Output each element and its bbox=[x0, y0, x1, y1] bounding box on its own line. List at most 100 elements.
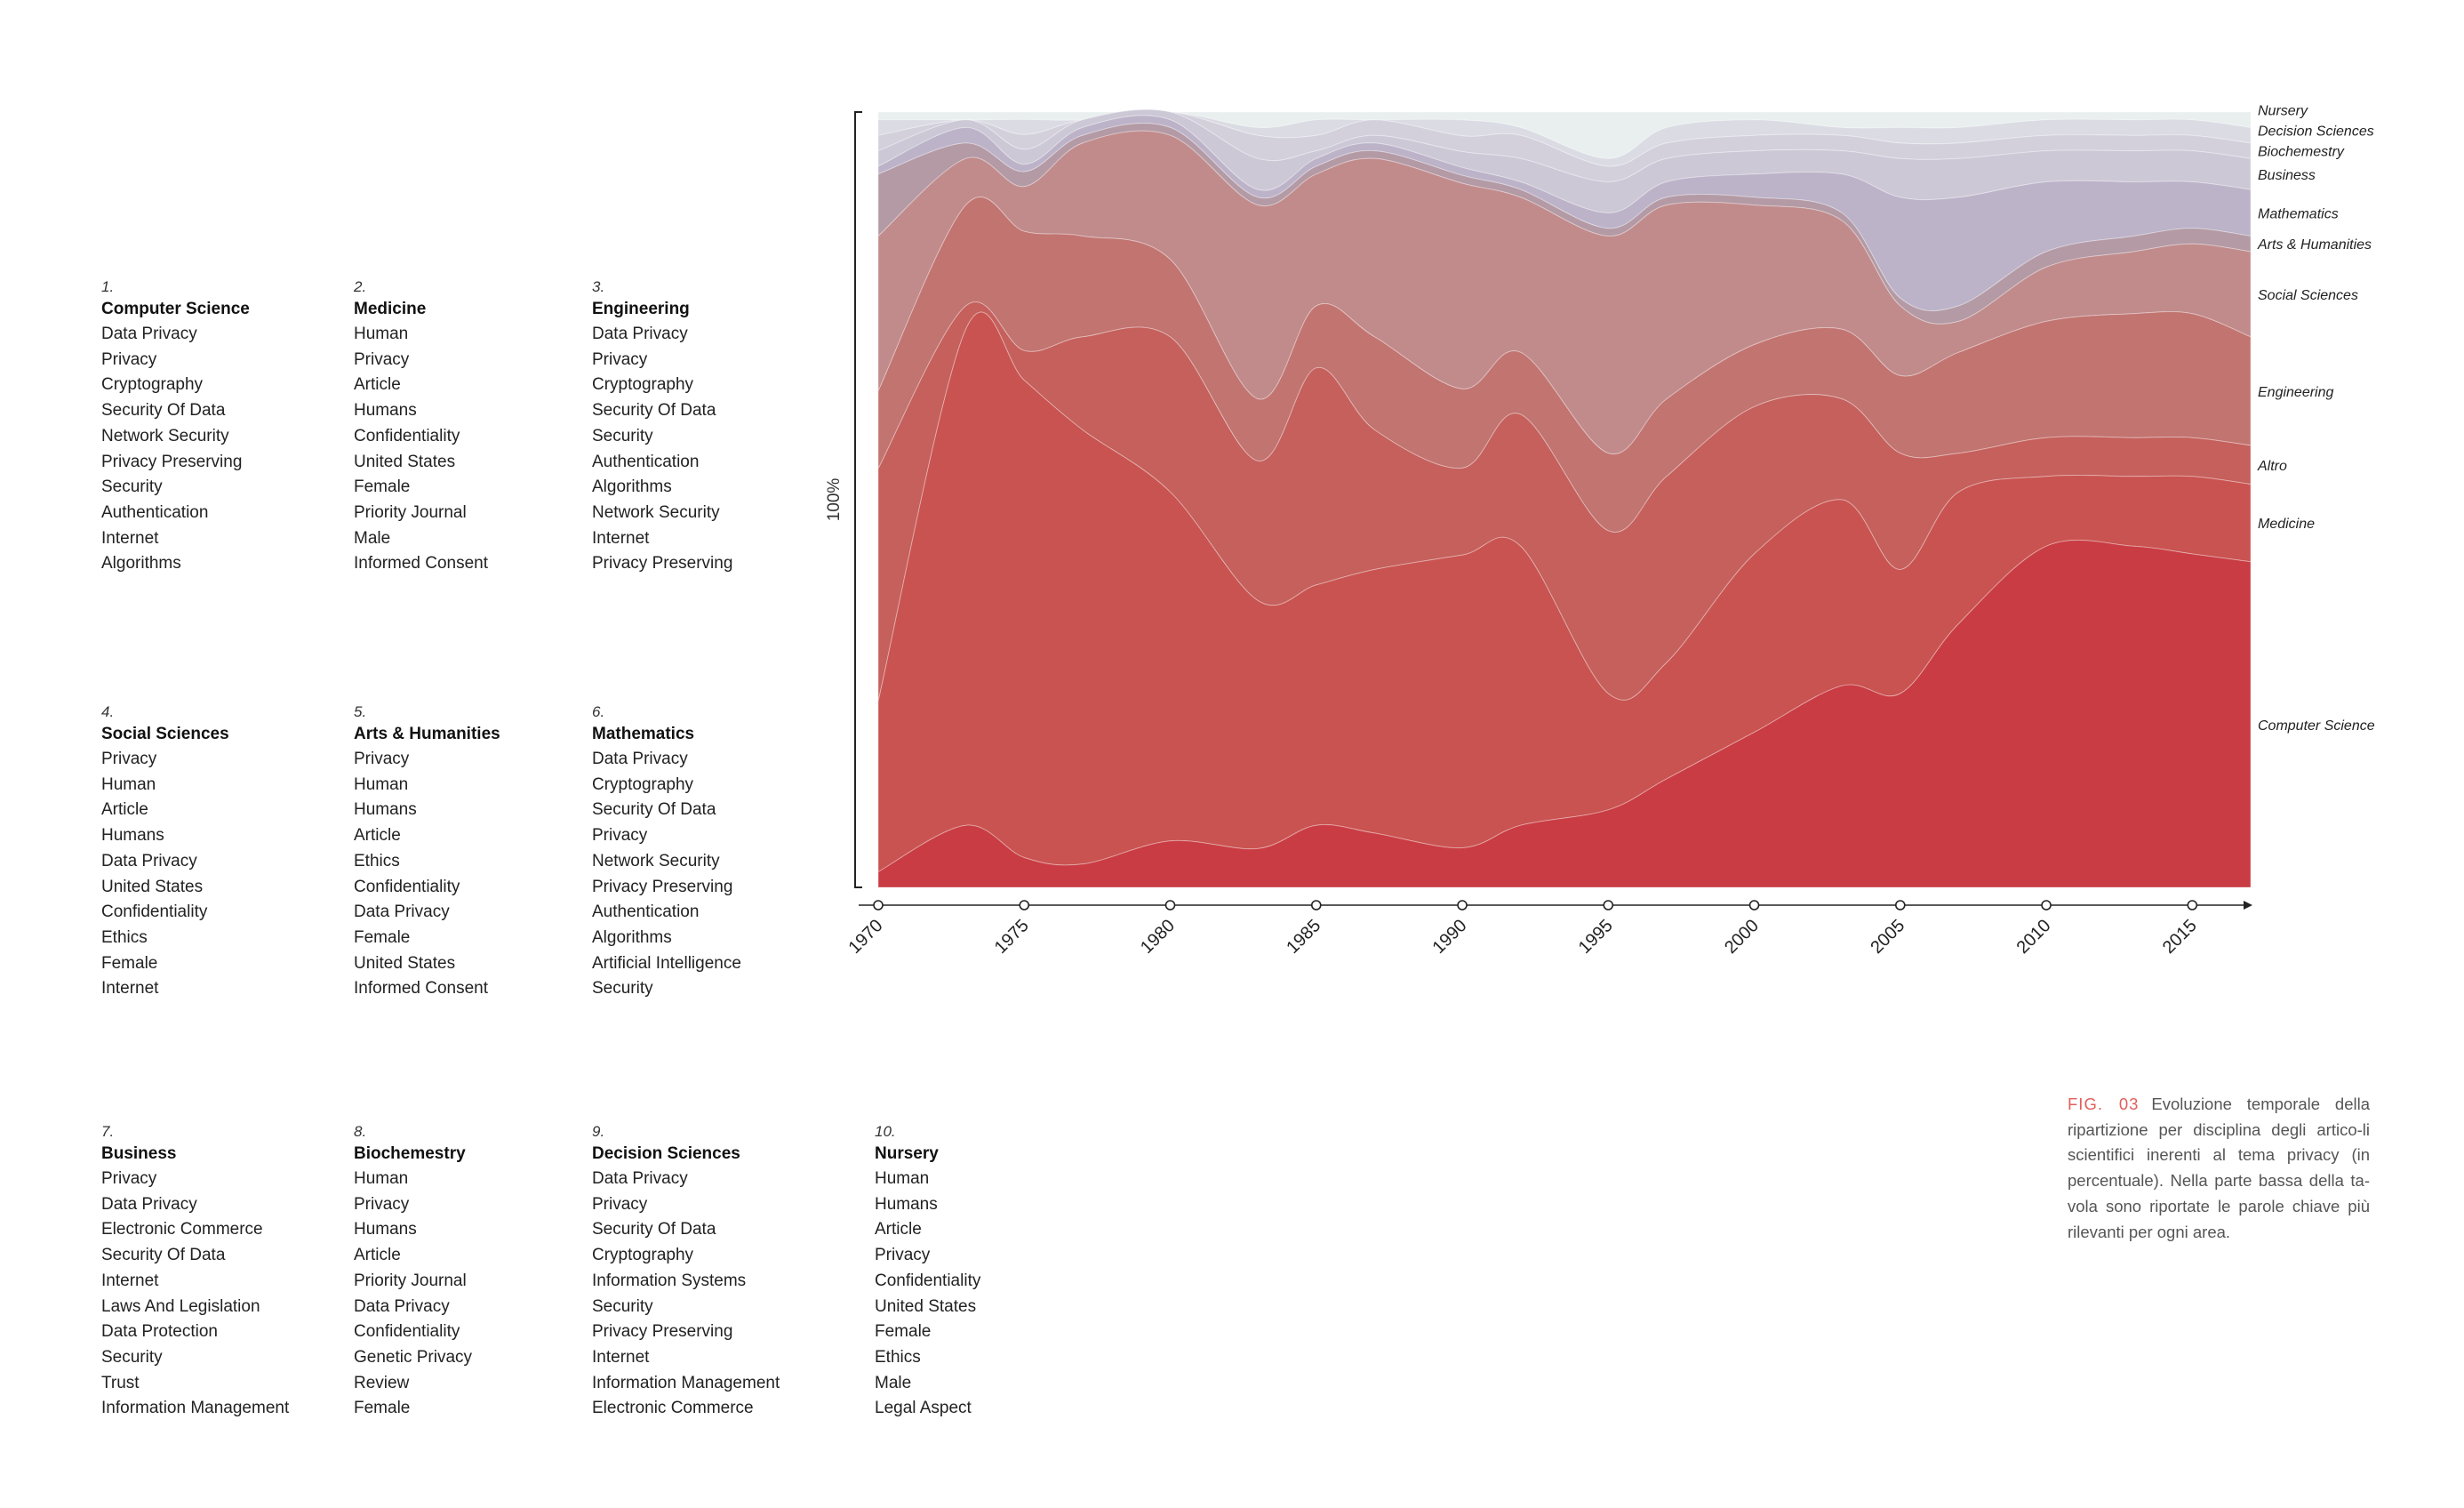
keyword-item: Privacy Preserving bbox=[592, 877, 733, 896]
keyword-list: Privacy Human Article Humans Data Privacy Uni… bbox=[101, 747, 368, 1002]
series-labels: Computer Science Medicine Altro Engineering… bbox=[2257, 104, 2375, 734]
x-tick-marker bbox=[1603, 900, 1614, 910]
keyword-item: Article bbox=[101, 800, 148, 820]
keyword-item: Information Systems bbox=[592, 1271, 747, 1290]
keyword-item: Security Of Data bbox=[101, 1246, 226, 1265]
keyword-block-title: Computer Science bbox=[101, 300, 250, 318]
x-tick-label: 1995 bbox=[1575, 916, 1617, 958]
keyword-item: Internet bbox=[101, 1271, 159, 1290]
keyword-item: Human bbox=[101, 774, 156, 794]
keyword-item: Data Privacy bbox=[354, 1296, 450, 1316]
keyword-item: Privacy bbox=[101, 1169, 157, 1188]
keyword-item: Security bbox=[101, 1347, 163, 1367]
keyword-item: Cryptography bbox=[592, 774, 694, 794]
keyword-item: Ethics bbox=[875, 1347, 921, 1367]
keyword-item: Security bbox=[592, 979, 653, 999]
keyword-block-number: 8. bbox=[354, 1123, 367, 1140]
keyword-item: Internet bbox=[101, 528, 159, 548]
keyword-item: Electronic Commerce bbox=[101, 1220, 263, 1239]
area-series-altro bbox=[877, 301, 2252, 702]
keyword-block: 9. Decision Sciences Data Privacy Privacy Se… bbox=[592, 1122, 859, 1422]
series-label: Arts & Humanities bbox=[2257, 237, 2372, 253]
series-label: Altro bbox=[2257, 459, 2287, 474]
keyword-item: Humans bbox=[101, 826, 164, 846]
keyword-item: Human bbox=[354, 325, 409, 343]
keyword-list: Human Privacy Humans Article Priority Journa… bbox=[354, 1167, 620, 1422]
keyword-item: Confidentiality bbox=[354, 426, 460, 445]
x-tick-label: 2000 bbox=[1721, 916, 1763, 958]
keyword-item: Security Of Data bbox=[592, 1220, 716, 1239]
keyword-item: Ethics bbox=[101, 927, 148, 947]
y-axis-label: 100% bbox=[825, 478, 844, 522]
keyword-block-title: Medicine bbox=[354, 300, 427, 318]
keyword-list: Data Privacy Privacy Security Of Data Crypt… bbox=[592, 1167, 859, 1422]
keyword-item: Authentication bbox=[101, 502, 209, 522]
keyword-item: Data Privacy bbox=[592, 1169, 688, 1188]
x-axis-arrow-icon bbox=[2244, 901, 2252, 910]
keyword-block-number: 3. bbox=[592, 278, 605, 295]
x-tick-marker bbox=[2041, 900, 2052, 910]
x-tick-marker bbox=[1457, 900, 1468, 910]
keyword-item: Privacy Preserving bbox=[101, 452, 243, 471]
keyword-item: Network Security bbox=[101, 426, 229, 445]
keyword-item: Human bbox=[354, 1169, 409, 1188]
keyword-item: Humans bbox=[354, 401, 417, 421]
x-tick-marker bbox=[1019, 900, 1030, 910]
keyword-item: Confidentiality bbox=[101, 902, 208, 922]
keyword-item: Laws And Legislation bbox=[101, 1296, 260, 1316]
keyword-block-number: 9. bbox=[592, 1123, 605, 1140]
keyword-block-title: Nursery bbox=[875, 1144, 939, 1163]
keyword-block-number: 1. bbox=[101, 278, 115, 295]
series-label: Decision Sciences bbox=[2258, 124, 2374, 140]
series-label: Nursery bbox=[2258, 104, 2308, 119]
x-axis: 1970 1975 1980 1985 1990 1995 2000 2005 2010 2015 bbox=[845, 900, 2252, 958]
series-label: Business bbox=[2258, 168, 2316, 183]
keyword-block: 3. Engineering Data Privacy Privacy Cryptogr… bbox=[592, 277, 859, 577]
keyword-block-number: 5. bbox=[354, 703, 367, 720]
keyword-item: Privacy Preserving bbox=[592, 1322, 733, 1342]
keyword-list: Data Privacy Cryptography Security Of Data… bbox=[592, 747, 859, 1002]
keyword-block-title: Mathematics bbox=[592, 725, 695, 743]
x-tick-label: 1970 bbox=[845, 916, 887, 958]
x-tick-marker bbox=[2187, 900, 2198, 910]
keyword-item: Female bbox=[354, 477, 411, 497]
keyword-item: Network Security bbox=[592, 502, 720, 522]
keyword-block: 7. Business Privacy Data Privacy Electronic … bbox=[101, 1122, 368, 1422]
keyword-item: Privacy bbox=[592, 826, 648, 846]
keyword-item: Confidentiality bbox=[354, 1322, 460, 1342]
keyword-item: United States bbox=[101, 877, 204, 896]
keyword-item: Informed Consent bbox=[354, 979, 489, 999]
keyword-list: Data Privacy Privacy Cryptography Security … bbox=[101, 322, 368, 577]
x-tick-label: 2005 bbox=[1867, 916, 1908, 958]
keyword-item: Algorithms bbox=[101, 554, 181, 574]
keyword-item: Artificial Intelligence bbox=[592, 953, 741, 973]
keyword-item: Privacy bbox=[592, 349, 648, 369]
keyword-item: Security bbox=[592, 1296, 653, 1316]
keyword-item: Security bbox=[101, 477, 163, 497]
keyword-item: Data Privacy bbox=[592, 750, 688, 768]
keyword-block-number: 7. bbox=[101, 1123, 115, 1140]
keyword-item: Information Management bbox=[101, 1399, 290, 1418]
chart-areas bbox=[877, 108, 2252, 888]
keyword-item: Privacy Preserving bbox=[592, 554, 733, 574]
keyword-item: Algorithms bbox=[592, 927, 672, 947]
keyword-item: Privacy bbox=[354, 750, 410, 768]
keyword-block: 8. Biochemestry Human Privacy Humans Article P… bbox=[354, 1122, 620, 1422]
keyword-item: Privacy bbox=[875, 1246, 931, 1265]
x-tick-label: 2015 bbox=[2159, 916, 2201, 958]
keyword-item: Legal Aspect bbox=[875, 1399, 972, 1418]
keyword-item: Internet bbox=[592, 1347, 650, 1367]
keyword-item: Informed Consent bbox=[354, 554, 489, 574]
area-series-medicine bbox=[877, 311, 2252, 873]
keyword-block-number: 4. bbox=[101, 703, 115, 720]
keyword-item: Privacy bbox=[592, 1194, 648, 1214]
keyword-item: Cryptography bbox=[101, 375, 204, 395]
keyword-item: Priority Journal bbox=[354, 502, 467, 522]
series-label: Mathematics bbox=[2258, 206, 2339, 221]
keyword-item: Human bbox=[875, 1169, 930, 1188]
area-series-decision-sciences bbox=[877, 110, 2252, 167]
keyword-item: Electronic Commerce bbox=[592, 1399, 754, 1418]
keyword-item: Human bbox=[354, 774, 409, 794]
keyword-block-number: 10. bbox=[875, 1123, 896, 1140]
x-tick-label: 1990 bbox=[1429, 916, 1471, 958]
